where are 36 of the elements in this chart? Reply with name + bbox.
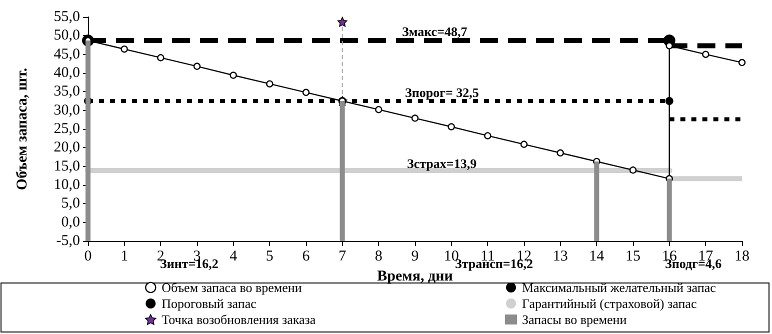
y-tick-label: 30,0 — [54, 102, 80, 118]
x-tick-label: 18 — [734, 248, 750, 264]
x-tick-label: 4 — [230, 248, 238, 264]
y-tick-label: 20,0 — [54, 140, 80, 156]
x-tick-label: 0 — [84, 248, 92, 264]
y-tick-label: 25,0 — [54, 121, 80, 137]
x-tick-label: 9 — [411, 248, 419, 264]
y-tick-label: 10,0 — [54, 177, 80, 193]
x-tick-label: 8 — [374, 248, 382, 264]
y-tick-label: 5,0 — [61, 196, 80, 212]
annotation: Змакс=48,7 — [402, 24, 468, 39]
y-tick-label: 45,0 — [54, 46, 80, 62]
x-tick-label: 1 — [120, 248, 128, 264]
y-tick-label: 40,0 — [54, 65, 80, 81]
y-tick-label: 35,0 — [54, 84, 80, 100]
x-tick-label: 14 — [589, 248, 605, 264]
legend-label: Гарантийный (страховой) запас — [522, 296, 697, 311]
x-tick-label: 6 — [302, 248, 310, 264]
legend-label: Запасы во времени — [522, 312, 627, 327]
annotation: Зпорог= 32,5 — [405, 85, 480, 100]
x-tick-label: 7 — [338, 248, 347, 264]
x-tick-label: 13 — [552, 248, 568, 264]
legend-label: Объем запаса во времени — [162, 280, 302, 295]
x-tick-label: 15 — [626, 248, 640, 264]
legend-label: Максимальный желательный запас — [522, 280, 716, 295]
y-tick-label: 0,0 — [61, 214, 80, 230]
legend-label: Пороговый запас — [162, 296, 257, 311]
annotation: Зстрах=13,9 — [407, 156, 478, 171]
y-tick-label: 50,0 — [54, 28, 80, 44]
legend-label: Точка возобновления заказа — [162, 312, 316, 327]
y-tick-label: -5,0 — [56, 233, 80, 249]
y-tick-label: 15,0 — [54, 158, 80, 174]
y-tick-label: 55,0 — [54, 9, 80, 25]
y-axis-title: Объем запаса, шт. — [14, 68, 30, 190]
x-axis-title: Время, дни — [377, 268, 454, 284]
x-tick-label: 5 — [266, 248, 274, 264]
